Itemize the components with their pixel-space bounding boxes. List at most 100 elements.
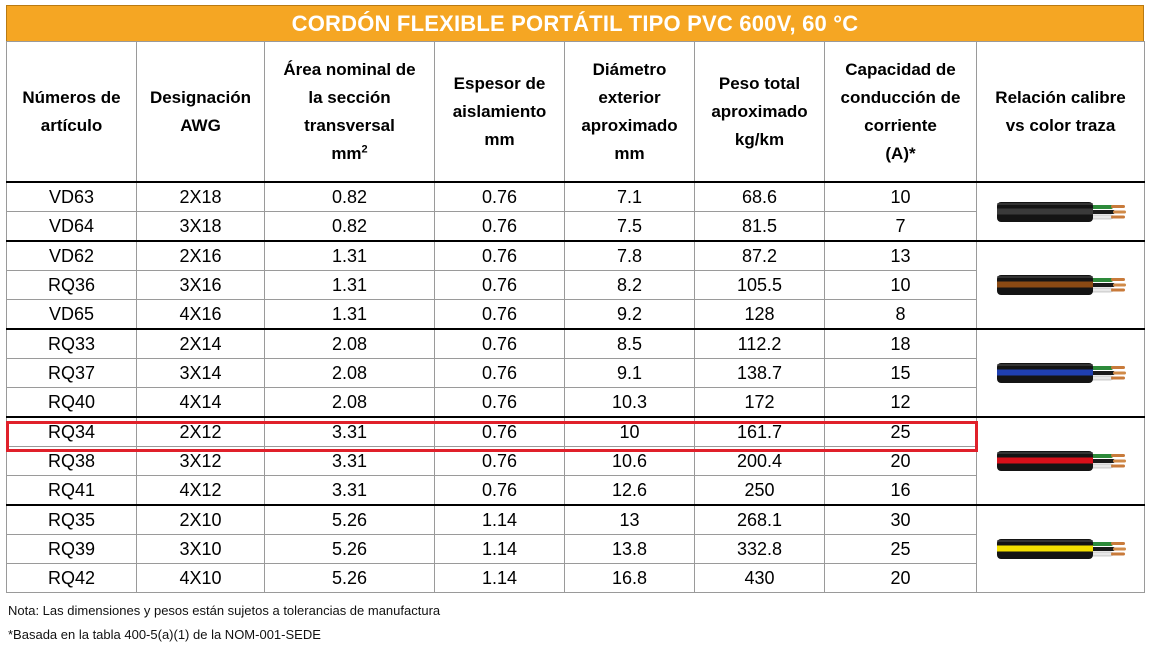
cell-amp: 8 [824, 299, 977, 330]
cell-ins: 1.14 [434, 534, 565, 564]
cell-item: RQ42 [6, 563, 137, 593]
cell-area: 1.31 [264, 299, 435, 330]
cell-area: 2.08 [264, 387, 435, 418]
table-row: VD63 2X18 0.82 0.76 7.1 68.6 10 [6, 181, 1145, 242]
cell-ins: 1.14 [434, 563, 565, 593]
cell-weight: 81.5 [694, 211, 825, 242]
table-row: RQ36 3X16 1.31 0.76 8.2 105.5 10 [6, 270, 1145, 300]
cord-spec-table: Números de artículo Designación AWG Área… [6, 41, 1145, 593]
cable-trace-icon [996, 275, 1126, 295]
cell-awg: 2X12 [136, 416, 265, 447]
cell-weight: 250 [694, 475, 825, 506]
cable-swatch-cell [976, 240, 1145, 330]
cell-amp: 20 [824, 446, 977, 476]
cell-ins: 0.76 [434, 446, 565, 476]
cell-amp: 16 [824, 475, 977, 506]
cell-item: RQ41 [6, 475, 137, 506]
cell-item: RQ38 [6, 446, 137, 476]
table-row: RQ34 2X12 3.31 0.76 10 161.7 25 [6, 416, 1145, 506]
note-reference: *Basada en la tabla 400-5(a)(1) de la NO… [8, 627, 321, 642]
cell-item: VD62 [6, 240, 137, 271]
table-row: VD62 2X16 1.31 0.76 7.8 87.2 13 [6, 240, 1145, 330]
cell-awg: 3X10 [136, 534, 265, 564]
table-row: VD64 3X18 0.82 0.76 7.5 81.5 7 [6, 211, 1145, 242]
cell-ins: 0.76 [434, 328, 565, 359]
cell-dia: 10.6 [564, 446, 695, 476]
cell-area: 0.82 [264, 211, 435, 242]
cell-amp: 10 [824, 181, 977, 212]
cell-awg: 3X16 [136, 270, 265, 300]
cell-area: 0.82 [264, 181, 435, 212]
cell-area: 3.31 [264, 475, 435, 506]
cable-trace-icon [996, 539, 1126, 559]
cell-amp: 25 [824, 534, 977, 564]
cell-weight: 161.7 [694, 416, 825, 447]
table-row: VD65 4X16 1.31 0.76 9.2 128 8 [6, 299, 1145, 330]
header-area: Área nominal de la sección transversal m… [264, 41, 435, 183]
cell-awg: 4X14 [136, 387, 265, 418]
cable-trace-icon [996, 451, 1126, 471]
cell-dia: 8.2 [564, 270, 695, 300]
cell-amp: 15 [824, 358, 977, 388]
cell-item: VD63 [6, 181, 137, 212]
cell-item: RQ40 [6, 387, 137, 418]
cable-swatch-cell [976, 328, 1145, 418]
header-diameter: Diámetro exterior aproximado mm [564, 41, 695, 183]
cell-weight: 112.2 [694, 328, 825, 359]
cell-amp: 20 [824, 563, 977, 593]
cell-dia: 10.3 [564, 387, 695, 418]
cell-ins: 0.76 [434, 387, 565, 418]
cell-dia: 16.8 [564, 563, 695, 593]
cell-amp: 10 [824, 270, 977, 300]
cell-awg: 4X12 [136, 475, 265, 506]
cell-item: RQ37 [6, 358, 137, 388]
cell-amp: 25 [824, 416, 977, 447]
note-tolerances: Nota: Las dimensiones y pesos están suje… [8, 603, 441, 618]
cell-weight: 128 [694, 299, 825, 330]
table-row: RQ40 4X14 2.08 0.76 10.3 172 12 [6, 387, 1145, 418]
cell-ins: 0.76 [434, 358, 565, 388]
cell-area: 5.26 [264, 504, 435, 535]
cable-trace-icon [996, 363, 1126, 383]
cell-item: VD64 [6, 211, 137, 242]
cell-awg: 2X18 [136, 181, 265, 212]
cell-ins: 0.76 [434, 475, 565, 506]
cell-dia: 8.5 [564, 328, 695, 359]
spec-sheet: CORDÓN FLEXIBLE PORTÁTIL TIPO PVC 600V, … [6, 5, 1145, 593]
cell-area: 5.26 [264, 534, 435, 564]
cell-weight: 200.4 [694, 446, 825, 476]
cell-item: RQ36 [6, 270, 137, 300]
cable-trace-icon [996, 201, 1126, 222]
cell-amp: 7 [824, 211, 977, 242]
cell-ins: 0.76 [434, 299, 565, 330]
cell-ins: 0.76 [434, 270, 565, 300]
cell-weight: 68.6 [694, 181, 825, 212]
cell-ins: 0.76 [434, 211, 565, 242]
cell-dia: 7.1 [564, 181, 695, 212]
cell-area: 1.31 [264, 270, 435, 300]
header-row: Números de artículo Designación AWG Área… [6, 41, 1145, 183]
cell-awg: 3X18 [136, 211, 265, 242]
cell-awg: 2X16 [136, 240, 265, 271]
cell-awg: 3X14 [136, 358, 265, 388]
cell-awg: 3X12 [136, 446, 265, 476]
table-row: RQ39 3X10 5.26 1.14 13.8 332.8 25 [6, 534, 1145, 564]
cable-swatch-cell [976, 504, 1145, 593]
cell-weight: 268.1 [694, 504, 825, 535]
header-item-numbers: Números de artículo [6, 41, 137, 183]
cell-area: 2.08 [264, 358, 435, 388]
cell-area: 2.08 [264, 328, 435, 359]
table-row: RQ37 3X14 2.08 0.76 9.1 138.7 15 [6, 358, 1145, 388]
table-row: RQ35 2X10 5.26 1.14 13 268.1 30 [6, 504, 1145, 593]
footnotes: Nota: Las dimensiones y pesos están suje… [8, 599, 440, 647]
cell-dia: 12.6 [564, 475, 695, 506]
cell-ins: 1.14 [434, 504, 565, 535]
cell-amp: 18 [824, 328, 977, 359]
cell-ins: 0.76 [434, 181, 565, 212]
cell-ins: 0.76 [434, 240, 565, 271]
cell-area: 1.31 [264, 240, 435, 271]
cell-weight: 105.5 [694, 270, 825, 300]
header-insulation: Espesor de aislamiento mm [434, 41, 565, 183]
cell-amp: 12 [824, 387, 977, 418]
cell-weight: 87.2 [694, 240, 825, 271]
